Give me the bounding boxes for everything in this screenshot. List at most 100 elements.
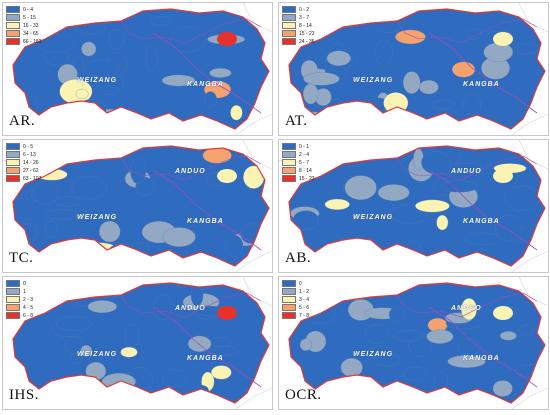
legend-label: 0 xyxy=(299,280,302,287)
legend-label: 5 - 7 xyxy=(299,159,310,166)
county-patch xyxy=(365,323,389,344)
county-patch xyxy=(402,366,427,381)
county-patch xyxy=(292,210,319,230)
legend-item: 6 - 13 xyxy=(6,151,41,158)
legend-label: 63 - 107 xyxy=(23,175,42,182)
legend-swatch xyxy=(6,296,20,303)
legend-swatch xyxy=(282,288,296,295)
legend-item: 5 - 15 xyxy=(6,14,41,21)
county-patch xyxy=(248,386,269,399)
legend-swatch xyxy=(282,280,296,287)
county-patch xyxy=(84,59,119,77)
county-patch xyxy=(299,338,312,351)
legend-label: 3 - 7 xyxy=(299,14,310,21)
county-patch xyxy=(107,243,138,262)
legend-label: 15 - 23 xyxy=(299,175,315,182)
county-patch xyxy=(464,232,501,246)
legend-label: 66 - 183 xyxy=(23,38,42,45)
legend-swatch xyxy=(6,159,20,166)
legend-item: 6 - 8 xyxy=(6,312,33,319)
county-patch xyxy=(246,387,269,397)
legend-item: 24 - 36 xyxy=(282,38,315,45)
county-patch xyxy=(207,345,239,356)
cultural-boundary-line xyxy=(428,306,538,388)
county-patch xyxy=(217,169,237,183)
county-patch xyxy=(499,331,517,341)
legend-swatch xyxy=(6,288,20,295)
county-patch xyxy=(243,165,265,189)
county-patch xyxy=(45,106,58,129)
county-patch xyxy=(44,220,58,238)
legend-swatch xyxy=(6,22,20,29)
cultural-boundary-line xyxy=(152,169,262,251)
county-patch xyxy=(65,238,82,252)
cultural-boundary-line xyxy=(120,18,262,44)
county-patch xyxy=(209,337,231,347)
county-patch xyxy=(403,71,421,94)
county-patch xyxy=(493,32,513,46)
legend-swatch xyxy=(6,6,20,13)
county-patch xyxy=(99,220,121,243)
region-label-anduo: ANDUO xyxy=(451,305,482,312)
region-outline xyxy=(288,8,546,130)
legend-swatch xyxy=(6,151,20,158)
legend-item: 34 - 65 xyxy=(6,30,41,37)
county-patch xyxy=(145,45,158,71)
county-patch xyxy=(324,198,350,210)
legend-item: 4 - 5 xyxy=(6,304,33,311)
legend-swatch xyxy=(6,38,20,45)
legend-item: 0 - 2 xyxy=(282,6,315,13)
county-patch xyxy=(41,108,63,121)
county-patch xyxy=(203,91,217,108)
legend-label: 0 xyxy=(23,280,26,287)
legend-label: 6 - 13 xyxy=(23,151,36,158)
region-label-anduo: ANDUO xyxy=(175,305,206,312)
county-patch xyxy=(108,28,125,50)
legend-item: 63 - 107 xyxy=(6,175,41,182)
county-patch xyxy=(419,80,439,95)
legend-swatch xyxy=(282,312,296,319)
county-patch xyxy=(211,365,232,380)
choropleth-map xyxy=(279,277,548,409)
legend-label: 24 - 36 xyxy=(299,38,315,45)
legend-label: 2 - 4 xyxy=(299,151,310,158)
legend-label: 1 - 2 xyxy=(299,288,310,295)
legend-swatch xyxy=(282,296,296,303)
legend-item: 1 xyxy=(6,288,33,295)
county-patch xyxy=(170,26,206,53)
region-label-kangba: KANGBA xyxy=(187,81,224,88)
county-patch xyxy=(421,151,451,175)
county-patch xyxy=(67,283,95,307)
county-patch xyxy=(72,55,84,70)
county-patch xyxy=(217,32,237,46)
legend-swatch xyxy=(282,22,296,29)
legend-label: 5 - 6 xyxy=(299,304,310,311)
county-patch xyxy=(230,105,243,121)
county-patch xyxy=(130,157,146,185)
legend-item: 15 - 23 xyxy=(282,175,315,182)
county-patch xyxy=(458,338,481,356)
legend-label: 34 - 65 xyxy=(23,30,39,37)
county-patch xyxy=(56,316,92,332)
legend-label: 15 - 23 xyxy=(299,30,315,37)
county-patch xyxy=(493,306,513,320)
panel-label: AR. xyxy=(9,113,36,129)
legend-swatch xyxy=(282,30,296,37)
county-patch xyxy=(77,242,115,252)
county-patch xyxy=(36,34,75,53)
legend-swatch xyxy=(282,143,296,150)
region-label-weizang: WEIZANG xyxy=(353,214,394,221)
county-patch xyxy=(70,353,82,364)
region-label-weizang: WEIZANG xyxy=(77,77,118,84)
legend-label: 27 - 62 xyxy=(23,167,39,174)
region-base xyxy=(13,146,269,266)
county-patch xyxy=(153,294,173,320)
legend-label: 4 - 5 xyxy=(23,304,34,311)
county-patch xyxy=(383,92,409,114)
legend-label: 14 - 26 xyxy=(23,159,39,166)
region-label-weizang: WEIZANG xyxy=(77,351,118,358)
choropleth-map xyxy=(3,277,272,409)
legend-label: 2 - 3 xyxy=(23,296,34,303)
cultural-boundary-line xyxy=(152,306,262,388)
